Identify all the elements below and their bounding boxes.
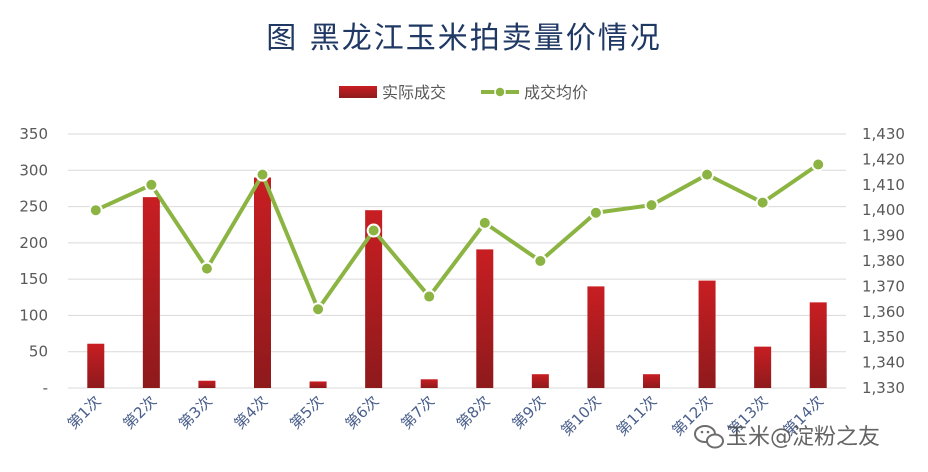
line-point xyxy=(88,203,103,218)
bar xyxy=(531,374,549,388)
watermark-text: 玉米@淀粉之友 xyxy=(726,425,880,450)
bar xyxy=(754,346,772,388)
x-tick-label: 第11次 xyxy=(613,392,660,439)
x-tick-label: 第4次 xyxy=(231,392,272,433)
bar xyxy=(809,302,827,388)
y-left-tick-label: 350 xyxy=(19,125,48,143)
x-tick-label: 第1次 xyxy=(64,392,105,433)
bar xyxy=(87,343,105,388)
y-right-tick-label: 1,420 xyxy=(862,150,905,168)
y-right-tick-label: 1,400 xyxy=(862,201,905,219)
line-point xyxy=(144,177,159,192)
price-line xyxy=(94,162,820,312)
bar xyxy=(420,379,438,388)
line-point xyxy=(255,167,270,182)
y-left-tick-label: 150 xyxy=(19,270,48,288)
bar xyxy=(698,280,716,388)
line-point xyxy=(199,261,214,276)
y-right-tick-label: 1,380 xyxy=(862,252,905,270)
bar xyxy=(309,381,327,388)
legend-swatch-bar xyxy=(339,86,377,98)
wechat-icon xyxy=(694,425,724,449)
line-point xyxy=(366,223,381,238)
line-point xyxy=(422,289,437,304)
bar xyxy=(476,249,494,388)
chart-title: 图 黑龙江玉米拍卖量价情况 xyxy=(266,21,662,56)
y-left-tick-label: 300 xyxy=(19,161,48,179)
legend-label-line: 成交均价 xyxy=(524,83,588,102)
bar xyxy=(142,197,160,388)
x-tick-label: 第2次 xyxy=(119,392,160,433)
bar xyxy=(365,210,383,388)
legend-marker xyxy=(494,86,506,98)
line-point xyxy=(811,157,826,172)
legend: 实际成交 成交均价 xyxy=(339,83,588,102)
x-tick-label: 第7次 xyxy=(397,392,438,433)
x-tick-label: 第8次 xyxy=(453,392,494,433)
y-right-tick-label: 1,360 xyxy=(862,303,905,321)
y-left-tick-label: 200 xyxy=(19,234,48,252)
y-right-tick-label: 1,350 xyxy=(862,328,905,346)
x-tick-label: 第6次 xyxy=(342,392,383,433)
y-right-tick-label: 1,390 xyxy=(862,227,905,245)
y-right-tick-label: 1,340 xyxy=(862,354,905,372)
y-left-tick-label: - xyxy=(43,379,48,397)
y-left-tick-label: 250 xyxy=(19,198,48,216)
legend-label-bar: 实际成交 xyxy=(382,83,446,102)
x-tick-label: 第10次 xyxy=(557,392,604,439)
x-tick-label: 第3次 xyxy=(175,392,216,433)
line-point xyxy=(644,198,659,213)
watermark: 玉米@淀粉之友 xyxy=(694,425,880,450)
x-tick-label: 第5次 xyxy=(286,392,327,433)
line-point xyxy=(755,195,770,210)
y-left-tick-label: 100 xyxy=(19,306,48,324)
bar xyxy=(254,177,271,388)
y-right-tick-label: 1,430 xyxy=(862,125,905,143)
bar xyxy=(587,286,605,388)
bar xyxy=(643,374,660,388)
line-point xyxy=(533,254,548,268)
y-right-tick-label: 1,410 xyxy=(862,176,905,194)
line-point xyxy=(477,215,492,230)
line-point xyxy=(700,167,715,182)
y-left-tick-label: 50 xyxy=(29,343,48,361)
bar xyxy=(198,380,216,388)
y-right-tick-label: 1,330 xyxy=(862,379,905,397)
line-point xyxy=(588,205,603,220)
x-tick-label: 第9次 xyxy=(508,392,549,433)
line-point xyxy=(311,302,326,317)
y-right-tick-label: 1,370 xyxy=(862,277,905,295)
